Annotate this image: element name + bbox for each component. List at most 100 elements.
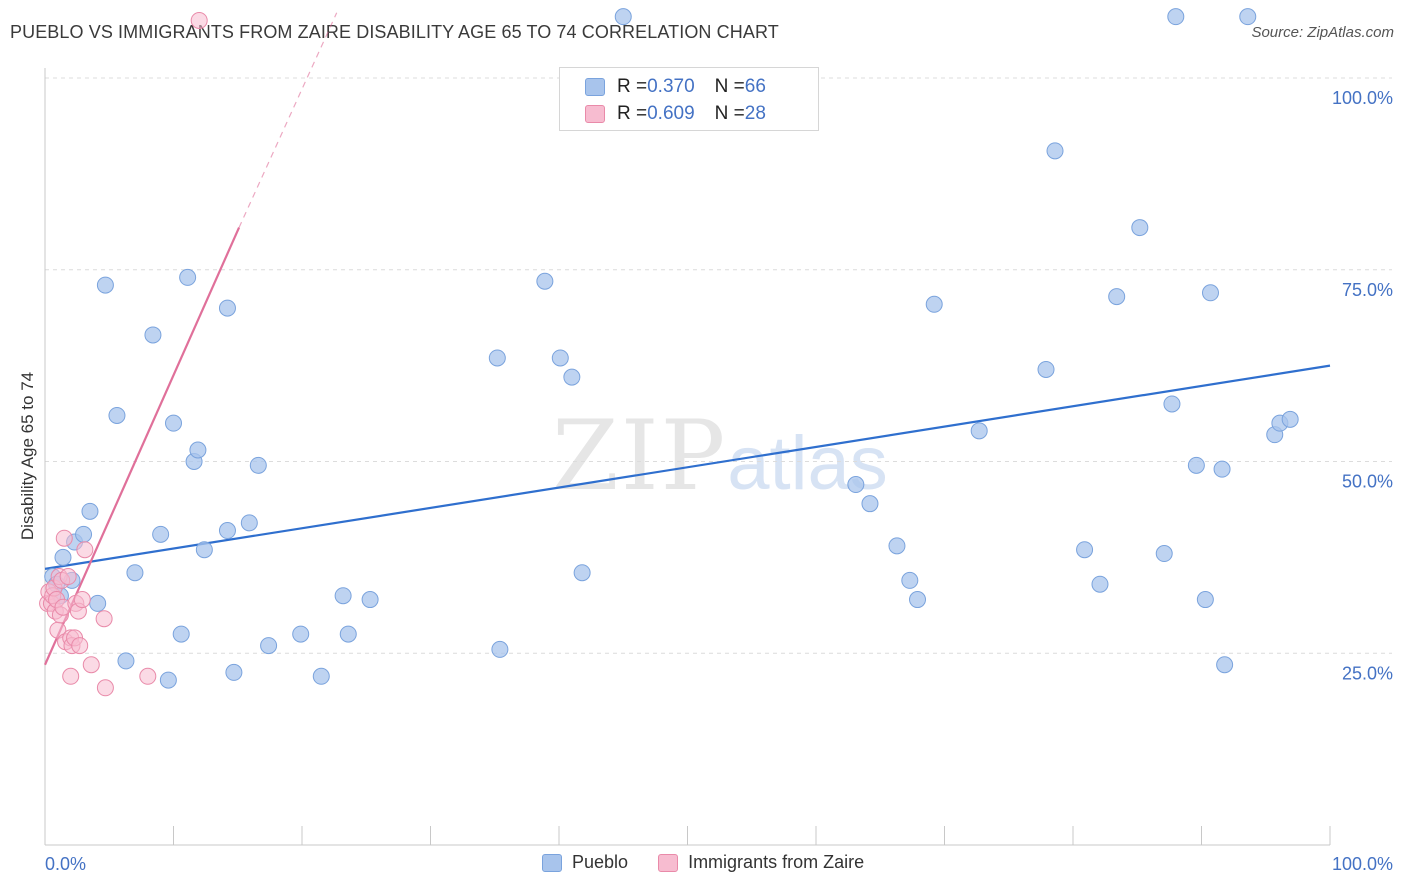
data-point-pueblo bbox=[179, 268, 197, 286]
data-point-pueblo bbox=[195, 541, 213, 559]
legend-row-pueblo: R = 0.370 N = 66 bbox=[585, 75, 766, 99]
label-layer: 25.0% 50.0% 75.0% 100.0% 0.0% 100.0% bbox=[45, 88, 1393, 874]
trend-line-zaire-extension bbox=[238, 12, 338, 228]
legend-swatch-pueblo bbox=[585, 78, 605, 96]
data-point-pueblo bbox=[861, 495, 879, 513]
data-point-pueblo bbox=[240, 514, 258, 532]
data-point-zaire bbox=[59, 568, 77, 586]
data-point-pueblo bbox=[96, 276, 114, 294]
legend-n-value: 28 bbox=[744, 103, 766, 124]
data-point-zaire bbox=[73, 591, 91, 609]
legend-item-zaire[interactable]: Immigrants from Zaire bbox=[658, 852, 864, 873]
data-point-pueblo bbox=[925, 295, 943, 313]
data-point-pueblo bbox=[292, 625, 310, 643]
data-point-zaire bbox=[190, 11, 208, 29]
data-point-pueblo bbox=[117, 652, 135, 670]
legend-stats: R = 0.370 N = 66 R = 0.609 N = 28 bbox=[559, 67, 819, 131]
data-point-pueblo bbox=[1076, 541, 1094, 559]
data-point-pueblo bbox=[888, 537, 906, 555]
data-point-pueblo bbox=[334, 587, 352, 605]
data-point-pueblo bbox=[249, 456, 267, 474]
legend-r-value: 0.370 bbox=[647, 76, 695, 97]
data-point-pueblo bbox=[1213, 460, 1231, 478]
legend-row-zaire: R = 0.609 N = 28 bbox=[585, 102, 766, 126]
data-point-pueblo bbox=[126, 564, 144, 582]
data-point-zaire bbox=[96, 679, 114, 697]
data-point-pueblo bbox=[1155, 545, 1173, 563]
x-tick-label: 0.0% bbox=[45, 854, 86, 874]
data-point-zaire bbox=[139, 667, 157, 685]
data-point-pueblo bbox=[614, 8, 632, 26]
trend-line-pueblo bbox=[44, 364, 1331, 570]
data-point-pueblo bbox=[1163, 395, 1181, 413]
y-tick-label: 50.0% bbox=[1342, 472, 1393, 492]
legend-item-pueblo[interactable]: Pueblo bbox=[542, 852, 628, 873]
data-point-pueblo bbox=[152, 525, 170, 543]
legend-r-label: R = bbox=[617, 76, 648, 97]
data-point-pueblo bbox=[1216, 656, 1234, 674]
data-point-pueblo bbox=[491, 640, 509, 658]
data-point-pueblo bbox=[1091, 575, 1109, 593]
point-layer bbox=[39, 8, 1299, 697]
data-point-zaire bbox=[62, 667, 80, 685]
legend-r-value: 0.609 bbox=[647, 103, 695, 124]
data-point-pueblo bbox=[563, 368, 581, 386]
legend-n-label: N = bbox=[714, 76, 745, 97]
trend-line-zaire bbox=[43, 227, 241, 666]
data-point-pueblo bbox=[970, 422, 988, 440]
watermark-zip: ZIP bbox=[552, 400, 728, 512]
data-point-pueblo bbox=[225, 663, 243, 681]
data-point-pueblo bbox=[1196, 591, 1214, 609]
data-point-pueblo bbox=[536, 272, 554, 290]
data-point-pueblo bbox=[172, 625, 190, 643]
axis-layer bbox=[44, 68, 1331, 846]
data-point-pueblo bbox=[1046, 142, 1064, 160]
data-point-pueblo bbox=[144, 326, 162, 344]
data-point-pueblo bbox=[218, 299, 236, 317]
data-point-pueblo bbox=[339, 625, 357, 643]
data-point-pueblo bbox=[1239, 8, 1257, 26]
legend-n-value: 66 bbox=[744, 76, 766, 97]
data-point-zaire bbox=[76, 541, 94, 559]
data-point-pueblo bbox=[573, 564, 591, 582]
watermark-atlas: atlas bbox=[727, 421, 888, 506]
legend-n-label: N = bbox=[714, 103, 745, 124]
x-tick-label: 100.0% bbox=[1332, 854, 1393, 874]
data-point-pueblo bbox=[260, 637, 278, 655]
data-point-pueblo bbox=[1187, 456, 1205, 474]
data-point-pueblo bbox=[1037, 360, 1055, 378]
legend-swatch-zaire bbox=[658, 853, 679, 872]
data-point-pueblo bbox=[218, 522, 236, 540]
watermark: ZIPatlas bbox=[552, 400, 888, 512]
legend-label-pueblo: Pueblo bbox=[572, 852, 629, 872]
data-point-pueblo bbox=[488, 349, 506, 367]
data-point-pueblo bbox=[81, 502, 99, 520]
data-point-pueblo bbox=[54, 548, 72, 566]
data-point-pueblo bbox=[108, 406, 126, 424]
data-point-pueblo bbox=[165, 414, 182, 432]
data-point-pueblo bbox=[312, 667, 330, 685]
data-point-zaire bbox=[95, 610, 113, 628]
data-point-pueblo bbox=[901, 571, 919, 589]
data-point-zaire bbox=[55, 529, 73, 547]
data-point-pueblo bbox=[75, 525, 93, 543]
legend-r-label: R = bbox=[617, 103, 648, 124]
y-tick-label: 75.0% bbox=[1342, 280, 1393, 300]
data-point-pueblo bbox=[1281, 410, 1299, 428]
trend-layer bbox=[43, 12, 1331, 666]
data-point-pueblo bbox=[1108, 288, 1126, 306]
legend-swatch-zaire bbox=[585, 105, 605, 123]
data-point-pueblo bbox=[1167, 8, 1185, 26]
y-tick-label: 25.0% bbox=[1342, 663, 1393, 683]
legend-swatch-pueblo bbox=[542, 853, 562, 872]
grid-layer bbox=[45, 77, 1392, 654]
data-point-pueblo bbox=[909, 591, 927, 609]
data-point-pueblo bbox=[361, 591, 379, 609]
y-tick-label: 100.0% bbox=[1332, 88, 1393, 108]
data-point-pueblo bbox=[551, 349, 569, 367]
legend-series: Pueblo Immigrants from Zaire bbox=[542, 852, 864, 873]
data-point-pueblo bbox=[189, 441, 207, 459]
legend-label-zaire: Immigrants from Zaire bbox=[688, 852, 865, 872]
data-point-pueblo bbox=[89, 594, 107, 612]
